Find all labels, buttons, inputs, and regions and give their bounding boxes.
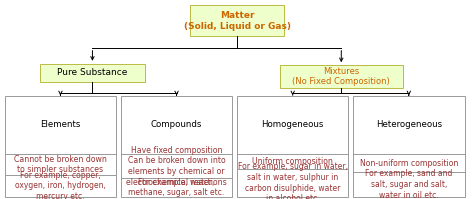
Text: Have fixed composition
Can be broken down into
elements by chemical or
electroch: Have fixed composition Can be broken dow…	[126, 146, 227, 187]
Text: Pure Substance: Pure Substance	[57, 68, 128, 77]
Text: For example, sand and
salt, sugar and salt,
water in oil etc.: For example, sand and salt, sugar and sa…	[365, 169, 453, 199]
Text: For example, water,
methane, sugar, salt etc.: For example, water, methane, sugar, salt…	[128, 178, 225, 197]
Text: Uniform composition: Uniform composition	[252, 157, 333, 166]
Text: Heterogeneous: Heterogeneous	[376, 120, 442, 130]
FancyBboxPatch shape	[40, 64, 145, 82]
FancyBboxPatch shape	[353, 96, 465, 197]
Text: Non-uniform composition: Non-uniform composition	[360, 159, 458, 168]
FancyBboxPatch shape	[5, 96, 116, 197]
FancyBboxPatch shape	[121, 96, 232, 197]
FancyBboxPatch shape	[190, 5, 284, 36]
Text: Mixtures
(No Fixed Composition): Mixtures (No Fixed Composition)	[292, 67, 390, 87]
Text: Matter
(Solid, Liquid or Gas): Matter (Solid, Liquid or Gas)	[183, 11, 291, 31]
FancyBboxPatch shape	[237, 96, 348, 197]
Text: Compounds: Compounds	[151, 120, 202, 130]
Text: Cannot be broken down
to simpler substances: Cannot be broken down to simpler substan…	[14, 155, 107, 174]
FancyBboxPatch shape	[280, 65, 403, 88]
Text: Elements: Elements	[40, 120, 81, 130]
Text: For example, sugar in water,
salt in water, sulphur in
carbon disulphide, water
: For example, sugar in water, salt in wat…	[237, 162, 348, 199]
Text: Homogeneous: Homogeneous	[262, 120, 324, 130]
Text: For example, copper,
oxygen, iron, hydrogen,
mercury etc.: For example, copper, oxygen, iron, hydro…	[15, 171, 106, 199]
